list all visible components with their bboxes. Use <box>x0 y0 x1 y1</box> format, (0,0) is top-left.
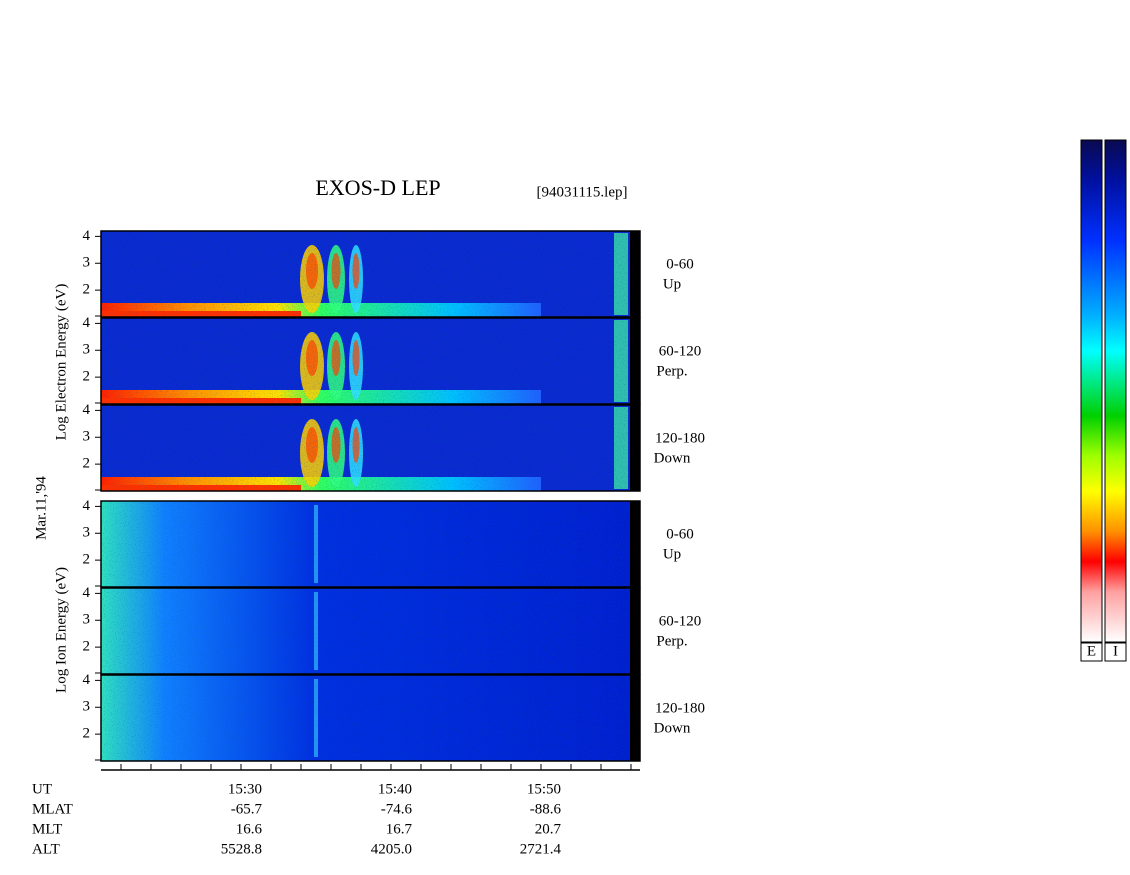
row-name: MLAT <box>32 801 73 817</box>
angle-label: 0-60 <box>666 526 694 542</box>
data-gap <box>630 318 640 404</box>
angle-label: 60-120 <box>659 613 702 629</box>
panel-frame <box>100 317 641 405</box>
y-tick-label: 2 <box>83 456 91 472</box>
colorbar <box>1080 139 1103 643</box>
file-label: [94031115.lep] <box>537 184 628 200</box>
y-tick-label: 4 <box>83 315 91 331</box>
y-tick-label: 2 <box>83 639 91 655</box>
y-tick-label: 2 <box>83 726 91 742</box>
colorbar-box <box>1104 642 1127 662</box>
row-value: 20.7 <box>535 821 562 837</box>
noise-texture <box>101 231 630 317</box>
data-gap <box>630 588 640 674</box>
row-value: 5528.8 <box>221 841 262 857</box>
y-tick-label: 3 <box>83 255 91 271</box>
row-value: -88.6 <box>530 801 562 817</box>
panel-frame <box>100 674 641 762</box>
colorbar <box>1104 139 1127 643</box>
row-value: -65.7 <box>231 801 263 817</box>
angle-label: 0-60 <box>666 256 694 272</box>
direction-label: Perp. <box>656 363 687 379</box>
y-tick-label: 3 <box>83 525 91 541</box>
data-gap <box>630 501 640 587</box>
row-value: 15:30 <box>228 781 262 797</box>
angle-label: 120-180 <box>655 700 705 716</box>
direction-label: Up <box>663 276 681 292</box>
noise-texture <box>101 588 630 674</box>
y-axis-label: Log Ion Energy (eV) <box>53 567 69 693</box>
y-tick-label: 2 <box>83 282 91 298</box>
colorbar-box <box>1080 642 1103 662</box>
row-value: -74.6 <box>381 801 413 817</box>
noise-texture <box>101 501 630 587</box>
y-tick-label: 3 <box>83 429 91 445</box>
y-tick-label: 3 <box>83 612 91 628</box>
colorbar-label: E <box>1087 643 1096 659</box>
y-axis-label: Log Electron Energy (eV) <box>53 284 69 441</box>
row-value: 2721.4 <box>520 841 562 857</box>
date-label: Mar.11,'94 <box>33 476 49 540</box>
noise-texture <box>101 675 630 761</box>
noise-texture <box>101 318 630 404</box>
direction-label: Perp. <box>656 633 687 649</box>
row-value: 4205.0 <box>371 841 412 857</box>
y-tick-label: 4 <box>83 228 91 244</box>
row-name: ALT <box>32 841 60 857</box>
panel-frame <box>100 500 641 588</box>
direction-label: Down <box>654 450 691 466</box>
panel-frame <box>100 404 641 492</box>
row-name: MLT <box>32 821 62 837</box>
y-tick-label: 3 <box>83 342 91 358</box>
colorbar-label: I <box>1113 643 1118 659</box>
data-gap <box>630 231 640 317</box>
direction-label: Up <box>663 546 681 562</box>
row-value: 16.7 <box>386 821 413 837</box>
row-value: 15:40 <box>378 781 412 797</box>
y-tick-label: 4 <box>83 402 91 418</box>
y-tick-label: 4 <box>83 585 91 601</box>
angle-label: 120-180 <box>655 430 705 446</box>
row-value: 15:50 <box>527 781 561 797</box>
data-gap <box>630 675 640 761</box>
y-tick-label: 2 <box>83 369 91 385</box>
panel-frame <box>100 230 641 318</box>
data-gap <box>630 405 640 491</box>
row-name: UT <box>32 781 52 797</box>
y-tick-label: 3 <box>83 699 91 715</box>
y-tick-label: 4 <box>83 498 91 514</box>
chart-title: EXOS-D LEP <box>315 175 440 200</box>
angle-label: 60-120 <box>659 343 702 359</box>
y-tick-label: 4 <box>83 672 91 688</box>
panel-frame <box>100 587 641 675</box>
y-tick-label: 2 <box>83 552 91 568</box>
noise-texture <box>101 405 630 491</box>
row-value: 16.6 <box>236 821 263 837</box>
direction-label: Down <box>654 720 691 736</box>
